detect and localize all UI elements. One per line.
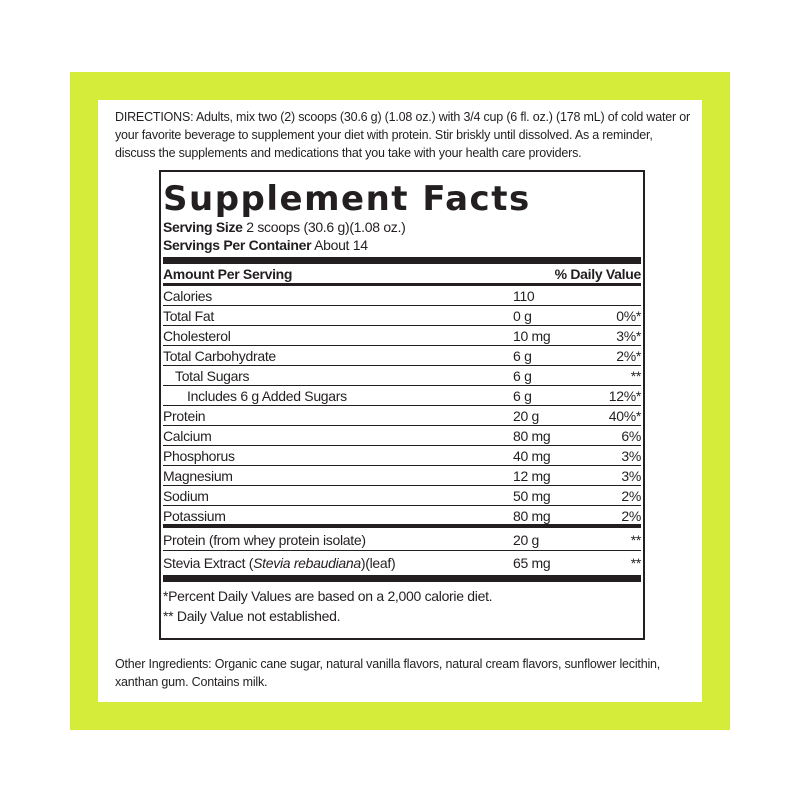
rows: Calories 110 Total Fat 0 g 0%* Cholesterol 10 …: [163, 286, 641, 525]
nutrient-row: Magnesium 12 mg 3%: [163, 466, 641, 486]
other-rows: Protein (from whey protein isolate) 20 g *…: [163, 528, 641, 573]
value: About 14: [314, 237, 368, 253]
directions: DIRECTIONS: Adults, mix two (2) scoops (…: [115, 108, 690, 162]
daily-value: **: [630, 555, 642, 571]
facts-panel: Supplement Facts Serving Size 2 scoops (…: [159, 170, 645, 640]
servings: Servings Per Container About 14: [163, 236, 641, 254]
nutrient-name: Total Carbohydrate: [163, 348, 276, 364]
amount: 80 mg: [513, 508, 551, 524]
nutrient-name: Cholesterol: [163, 328, 231, 344]
nutrient-row: Phosphorus 40 mg 3%: [163, 446, 641, 466]
amount: 0 g: [513, 308, 532, 324]
daily-value: 6%: [621, 428, 641, 444]
nutrient-name: Includes 6 g Added Sugars: [187, 388, 347, 404]
header-dv: % Daily Value: [554, 266, 642, 282]
inner: [98, 100, 702, 702]
name-part: Stevia rebaudiana: [253, 555, 361, 571]
header-row: Amount Per Serving % Daily Value: [163, 264, 641, 283]
amount: 20 g: [513, 532, 540, 548]
ingredient-name: Stevia Extract (Stevia rebaudiana)(leaf): [163, 551, 513, 573]
nutrient-row: Potassium 80 mg 2%: [163, 506, 641, 525]
footnote: *Percent Daily Values are based on a 2,0…: [163, 588, 493, 604]
amount: 6 g: [513, 388, 532, 404]
daily-value: 12%*: [608, 388, 642, 404]
daily-value: 2%: [621, 488, 641, 504]
amount: 50 mg: [513, 488, 551, 504]
amount: 6 g: [513, 348, 532, 364]
value: 2 scoops (30.6 g)(1.08 oz.): [246, 219, 406, 235]
frame: [70, 72, 730, 730]
amount: 6 g: [513, 368, 532, 384]
amount: 20 g: [513, 408, 540, 424]
amount: 65 mg: [513, 555, 551, 571]
name-part: Protein (from whey protein isolate): [163, 532, 366, 548]
daily-value: **: [630, 368, 642, 384]
nutrient-row: Total Carbohydrate 6 g 2%*: [163, 346, 641, 366]
daily-value: 0%*: [616, 308, 641, 324]
serving-size: Serving Size 2 scoops (30.6 g)(1.08 oz.): [163, 218, 641, 236]
nutrient-row: Calcium 80 mg 6%: [163, 426, 641, 446]
ingredient-name: Protein (from whey protein isolate): [163, 528, 513, 550]
daily-value: 2%: [621, 508, 641, 524]
nutrient-name: Total Fat: [163, 308, 214, 324]
rule: [163, 283, 641, 286]
nutrient-row: Sodium 50 mg 2%: [163, 486, 641, 506]
facts-title: Supplement Facts: [163, 179, 531, 219]
nutrient-name: Calcium: [163, 428, 212, 444]
nutrient-row: Total Fat 0 g 0%*: [163, 306, 641, 326]
label: Serving Size: [163, 219, 243, 235]
ingredient-row: Protein (from whey protein isolate) 20 g *…: [163, 528, 641, 551]
nutrient-name: Potassium: [163, 508, 226, 524]
nutrient-name: Magnesium: [163, 468, 233, 484]
daily-value: 3%*: [616, 328, 641, 344]
daily-value: 2%*: [616, 348, 641, 364]
amount: 10 mg: [513, 328, 551, 344]
daily-value: 3%: [621, 448, 641, 464]
ingredient-row: Stevia Extract (Stevia rebaudiana)(leaf)…: [163, 551, 641, 573]
other-ingredients: Other Ingredients: Organic cane sugar, n…: [115, 657, 661, 689]
rule: [163, 257, 641, 264]
nutrient-row: Protein 20 g 40%*: [163, 406, 641, 426]
nutrient-name: Total Sugars: [175, 368, 250, 384]
footnote: ** Daily Value not established.: [163, 608, 341, 624]
label: Servings Per Container: [163, 237, 312, 253]
nutrient-row: Includes 6 g Added Sugars 6 g 12%*: [163, 386, 641, 406]
nutrient-name: Sodium: [163, 488, 209, 504]
nutrient-row: Cholesterol 10 mg 3%*: [163, 326, 641, 346]
nutrient-row: Calories 110: [163, 286, 641, 306]
directions-label: DIRECTIONS:: [115, 110, 194, 124]
name-part: )(leaf): [360, 555, 396, 571]
rule: [163, 575, 641, 582]
amount: 110: [513, 288, 535, 304]
name-part: Stevia Extract (: [163, 555, 254, 571]
amount: 80 mg: [513, 428, 551, 444]
rule: [163, 524, 641, 528]
daily-value: 40%*: [608, 408, 642, 424]
nutrient-name: Phosphorus: [163, 448, 235, 464]
directions-text: Adults, mix two (2) scoops (30.6 g) (1.0…: [115, 110, 690, 160]
header-amount: Amount Per Serving: [163, 266, 293, 282]
daily-value: **: [630, 532, 642, 548]
nutrient-name: Protein: [163, 408, 206, 424]
daily-value: [593, 286, 641, 305]
daily-value: 3%: [621, 468, 641, 484]
nutrient-name: Calories: [163, 288, 212, 304]
amount: 40 mg: [513, 448, 551, 464]
nutrient-row: Total Sugars 6 g **: [163, 366, 641, 386]
amount: 12 mg: [513, 468, 551, 484]
